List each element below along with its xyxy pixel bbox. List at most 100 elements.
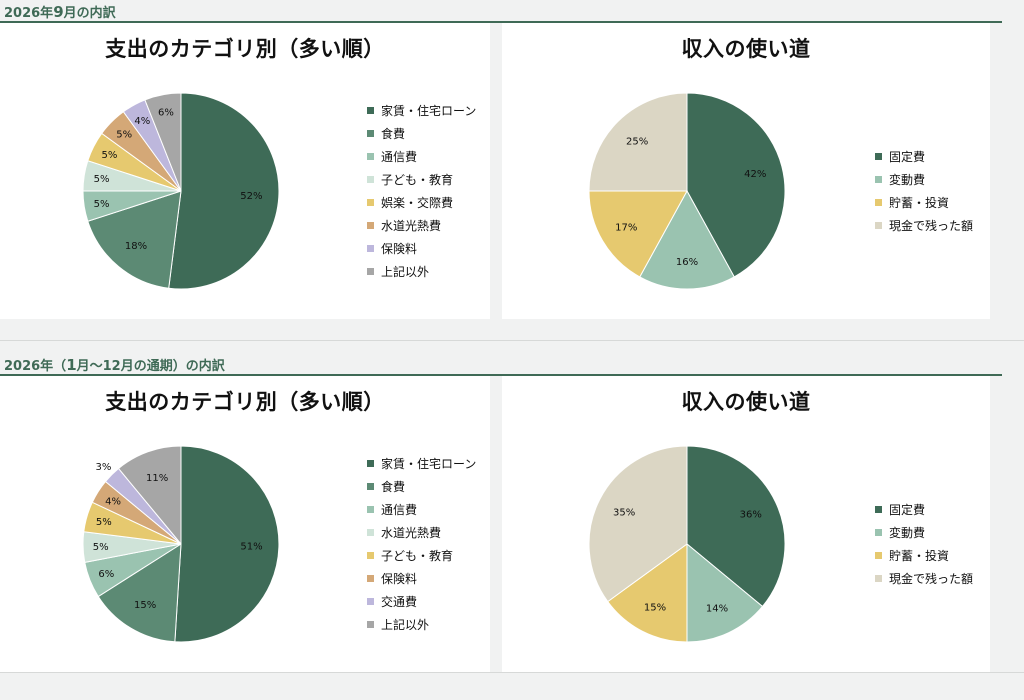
legend-swatch xyxy=(875,552,882,559)
legend-label: 変動費 xyxy=(889,526,926,540)
section-title-mid: 1 xyxy=(66,356,77,374)
pie-slice xyxy=(168,92,280,290)
legend-item: 変動費 xyxy=(875,168,973,191)
legend-label: 家賃・住宅ローン xyxy=(381,104,477,118)
legend-item: 家賃・住宅ローン xyxy=(367,452,476,475)
chart-panel: 支出のカテゴリ別（多い順） 52% 18% 5% 5% 5% 5% 4% 6% 家賃・住宅ロー… xyxy=(0,23,490,319)
pie-data-label: 52% xyxy=(240,191,262,202)
section-title-mid: 9 xyxy=(53,3,64,21)
chart-panel: 収入の使い道 42% 16% 17% 25% 固定費 変動費 貯蓄・投資 現金で残った額 xyxy=(502,23,990,319)
pie-data-label: 3% xyxy=(95,462,111,473)
legend-swatch xyxy=(367,552,374,559)
chart-title: 支出のカテゴリ別（多い順） xyxy=(105,390,385,414)
pie-slice xyxy=(174,445,280,643)
pie-data-label: 25% xyxy=(626,137,648,148)
section-rule xyxy=(0,374,1002,376)
legend-swatch xyxy=(875,153,882,160)
pie-data-label: 4% xyxy=(134,116,150,127)
pie-data-label: 16% xyxy=(676,257,698,268)
legend-item: 交通費 xyxy=(367,590,476,613)
pie-data-label: 15% xyxy=(134,600,156,611)
legend-item: 固定費 xyxy=(875,498,973,521)
pie-slice xyxy=(686,542,764,643)
legend-label: 子ども・教育 xyxy=(381,549,454,563)
legend-swatch xyxy=(367,176,374,183)
legend-item: 保険料 xyxy=(367,567,476,590)
pie-data-label: 14% xyxy=(706,603,728,614)
legend-swatch xyxy=(367,575,374,582)
section-rule xyxy=(0,21,1002,23)
legend-item: 貯蓄・投資 xyxy=(875,544,973,567)
legend-item: 上記以外 xyxy=(367,260,476,283)
legend-label: 水道光熱費 xyxy=(381,526,442,540)
chart-title: 支出のカテゴリ別（多い順） xyxy=(105,37,385,61)
legend-label: 保険料 xyxy=(381,572,418,586)
pie-data-label: 36% xyxy=(740,510,762,521)
legend-label: 現金で残った額 xyxy=(889,219,974,233)
legend-item: 貯蓄・投資 xyxy=(875,191,973,214)
legend-item: 変動費 xyxy=(875,521,973,544)
pie-slice xyxy=(97,543,182,643)
legend-label: 上記以外 xyxy=(381,265,430,279)
pie-data-label: 51% xyxy=(240,542,262,553)
chart-title: 収入の使い道 xyxy=(681,390,811,414)
pie-data-label: 11% xyxy=(146,473,168,484)
legend-label: 交通費 xyxy=(381,595,418,609)
legend-item: 固定費 xyxy=(875,145,973,168)
pie-slice xyxy=(607,543,688,643)
legend-swatch xyxy=(367,199,374,206)
pie-chart: 36% 14% 15% 35% xyxy=(588,445,786,643)
chart-panel: 収入の使い道 36% 14% 15% 35% 固定費 変動費 貯蓄・投資 現金で残った額 xyxy=(502,376,990,672)
legend-swatch xyxy=(367,483,374,490)
legend-swatch xyxy=(367,598,374,605)
legend-swatch xyxy=(367,245,374,252)
legend-label: 現金で残った額 xyxy=(889,572,974,586)
legend-item: 娯楽・交際費 xyxy=(367,191,476,214)
legend-swatch xyxy=(367,460,374,467)
chart-panel: 支出のカテゴリ別（多い順） 51% 15% 6% 5% 5% 4% 3% 11% 家賃・住宅ロ… xyxy=(0,376,490,672)
legend-swatch xyxy=(367,153,374,160)
legend-swatch xyxy=(367,529,374,536)
section-title-annual: 2026年（1月～12月の通期）の内訳 xyxy=(4,356,225,374)
pie-slice xyxy=(686,92,786,278)
legend-item: 現金で残った額 xyxy=(875,214,973,237)
chart-legend: 固定費変動費貯蓄・投資現金で残った額 xyxy=(875,145,973,237)
legend-item: 水道光熱費 xyxy=(367,521,476,544)
pie-slice xyxy=(117,445,182,546)
pie-data-label: 17% xyxy=(615,222,637,233)
legend-item: 保険料 xyxy=(367,237,476,260)
legend-label: 貯蓄・投資 xyxy=(889,196,950,210)
legend-label: 子ども・教育 xyxy=(381,173,454,187)
chart-legend: 家賃・住宅ローン 食費 通信費 子ども・教育 娯楽・交際費 水道光熱費 保険料 上記以外 xyxy=(367,99,476,283)
pie-data-label: 6% xyxy=(158,108,174,119)
legend-label: 変動費 xyxy=(889,173,926,187)
legend-item: 水道光熱費 xyxy=(367,214,476,237)
legend-label: 上記以外 xyxy=(381,618,430,632)
pie-data-label: 15% xyxy=(644,602,666,613)
section-title-suffix: 月の内訳 xyxy=(63,6,116,21)
legend-item: 食費 xyxy=(367,475,476,498)
legend-label: 固定費 xyxy=(889,503,926,517)
legend-item: 上記以外 xyxy=(367,613,476,636)
pie-chart: 42% 16% 17% 25% xyxy=(588,92,786,290)
pie-chart: 52%18%5%5%5%5%4%6% xyxy=(82,92,280,290)
pie-slice xyxy=(588,92,688,192)
section-title-prefix: 2026年（ xyxy=(4,359,67,374)
legend-swatch xyxy=(875,222,882,229)
section-title-suffix: 月～12月の通期）の内訳 xyxy=(76,359,225,374)
legend-label: 娯楽・交際費 xyxy=(381,196,454,210)
legend-swatch xyxy=(367,506,374,513)
pie-slice xyxy=(588,445,688,603)
legend-swatch xyxy=(367,130,374,137)
pie-data-label: 42% xyxy=(744,169,766,180)
legend-swatch xyxy=(367,222,374,229)
legend-label: 固定費 xyxy=(889,150,926,164)
legend-swatch xyxy=(875,176,882,183)
section-title-prefix: 2026年 xyxy=(4,6,54,21)
pie-slice xyxy=(639,189,735,290)
pie-data-label: 5% xyxy=(96,517,112,528)
legend-swatch xyxy=(875,575,882,582)
legend-item: 子ども・教育 xyxy=(367,168,476,191)
pie-data-label: 5% xyxy=(94,174,110,185)
legend-item: 家賃・住宅ローン xyxy=(367,99,476,122)
